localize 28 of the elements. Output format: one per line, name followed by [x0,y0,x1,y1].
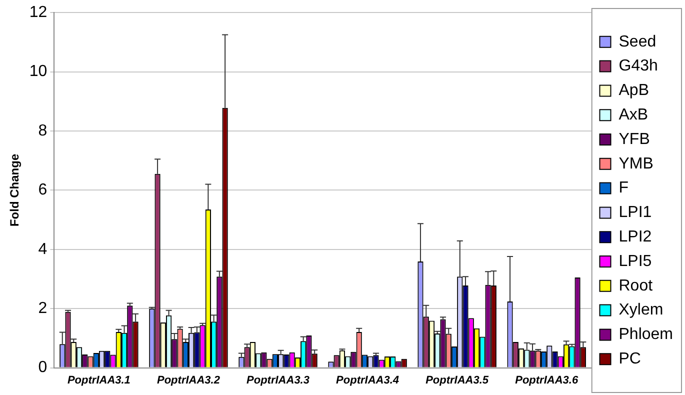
y-tick-label: 0 [38,359,48,376]
x-tick-label: PoptrIAA3.5 [426,374,490,386]
x-tick-label: PoptrIAA3.4 [336,374,400,386]
x-tick-label: PoptrIAA3.1 [67,374,130,386]
y-tick-label: 2 [38,300,48,318]
legend-label: LPI2 [618,228,652,246]
legend-label: Seed [618,33,656,50]
legend-label: Phloem [618,326,673,344]
legend-label: ApB [618,82,649,100]
x-tick-label: PoptrIAA3.6 [515,374,579,386]
legend-label: AxB [618,106,648,124]
y-axis-title: Fold Change [8,154,22,227]
legend-label: Root [618,277,654,294]
legend-label: F [618,180,629,197]
y-tick-label: 10 [29,63,48,80]
legend-label: Xylem [618,302,664,319]
x-tick-label: PoptrIAA3.3 [246,374,310,386]
legend-label: YMB [618,155,654,172]
legend-label: LPI1 [618,204,652,222]
legend-label: LPI5 [618,252,652,270]
y-tick-label: 8 [38,122,48,140]
y-tick-label: 12 [29,4,48,22]
legend-label: PC [618,350,641,368]
y-tick-label: 6 [38,182,48,199]
legend-label: YFB [618,130,650,148]
x-tick-label: PoptrIAA3.2 [157,374,220,386]
y-tick-label: 4 [38,240,48,258]
legend-label: G43h [618,58,658,75]
